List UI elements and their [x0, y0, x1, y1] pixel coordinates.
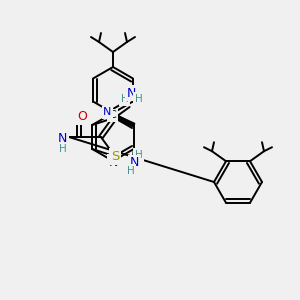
- Text: S: S: [111, 150, 119, 163]
- Text: N: N: [127, 86, 136, 100]
- Text: N: N: [108, 155, 118, 169]
- Text: O: O: [77, 110, 87, 124]
- Text: C: C: [109, 110, 116, 120]
- Text: N: N: [103, 107, 112, 117]
- Text: N: N: [130, 157, 140, 169]
- Text: H: H: [59, 144, 67, 154]
- Text: H: H: [121, 94, 128, 104]
- Text: N: N: [58, 133, 68, 146]
- Text: H: H: [127, 166, 135, 176]
- Text: H: H: [135, 94, 142, 104]
- Text: H: H: [135, 150, 143, 160]
